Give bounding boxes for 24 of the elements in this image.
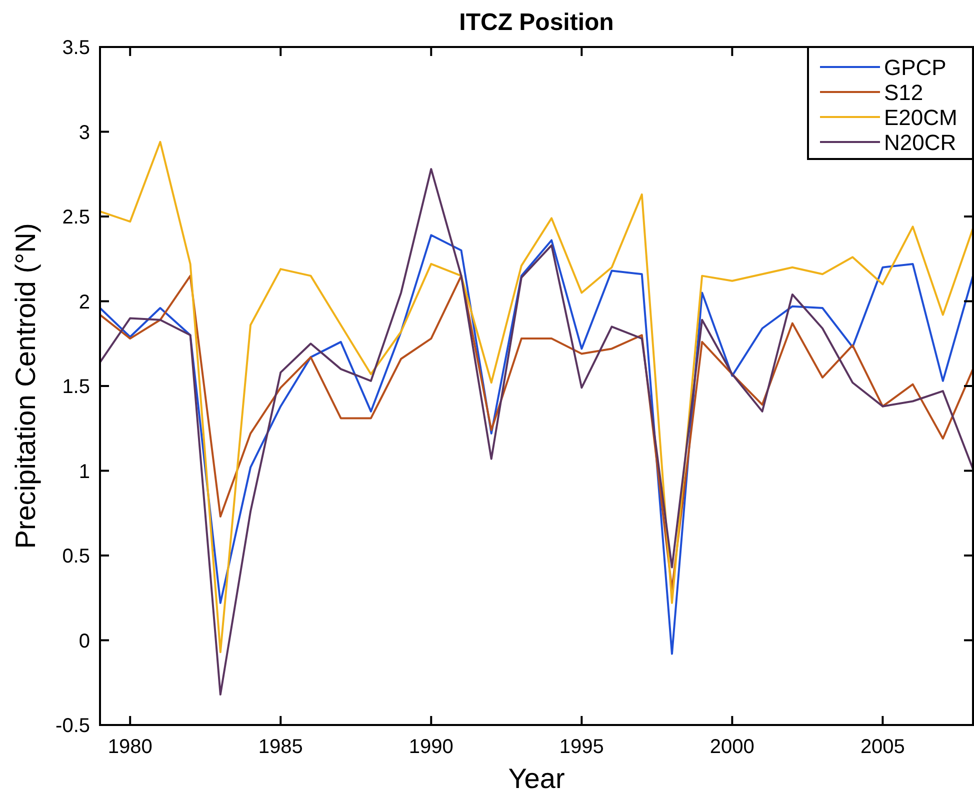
y-axis-title: Precipitation Centroid (°N) xyxy=(10,223,41,549)
x-tick-label: 2000 xyxy=(710,736,754,758)
y-tick-label: 3.5 xyxy=(62,37,90,59)
y-tick-label: 2 xyxy=(78,291,90,314)
legend-label: N20CR xyxy=(884,130,956,155)
x-tick-label: 1995 xyxy=(559,736,604,758)
x-tick-label: 1980 xyxy=(108,736,152,758)
y-tick-label: 0.5 xyxy=(62,546,90,568)
y-tick-label: 1.5 xyxy=(62,376,90,398)
chart-title: ITCZ Position xyxy=(459,9,614,36)
y-tick-label: -0.5 xyxy=(56,715,90,737)
x-tick-label: 1985 xyxy=(258,736,303,758)
y-tick-label: 2.5 xyxy=(62,206,90,228)
x-tick-label: 1990 xyxy=(408,736,454,758)
line-series xyxy=(99,234,974,655)
y-tick-label: 1 xyxy=(78,460,90,483)
x-tick-label: 2005 xyxy=(860,736,905,758)
line-series xyxy=(99,274,974,590)
legend-label: GPCP xyxy=(884,55,946,80)
y-tick-label: 3 xyxy=(78,122,90,144)
x-axis-title: Year xyxy=(508,763,565,794)
legend-label: S12 xyxy=(884,80,924,105)
y-tick-label: 0 xyxy=(78,630,90,652)
legend-label: E20CM xyxy=(884,105,958,130)
